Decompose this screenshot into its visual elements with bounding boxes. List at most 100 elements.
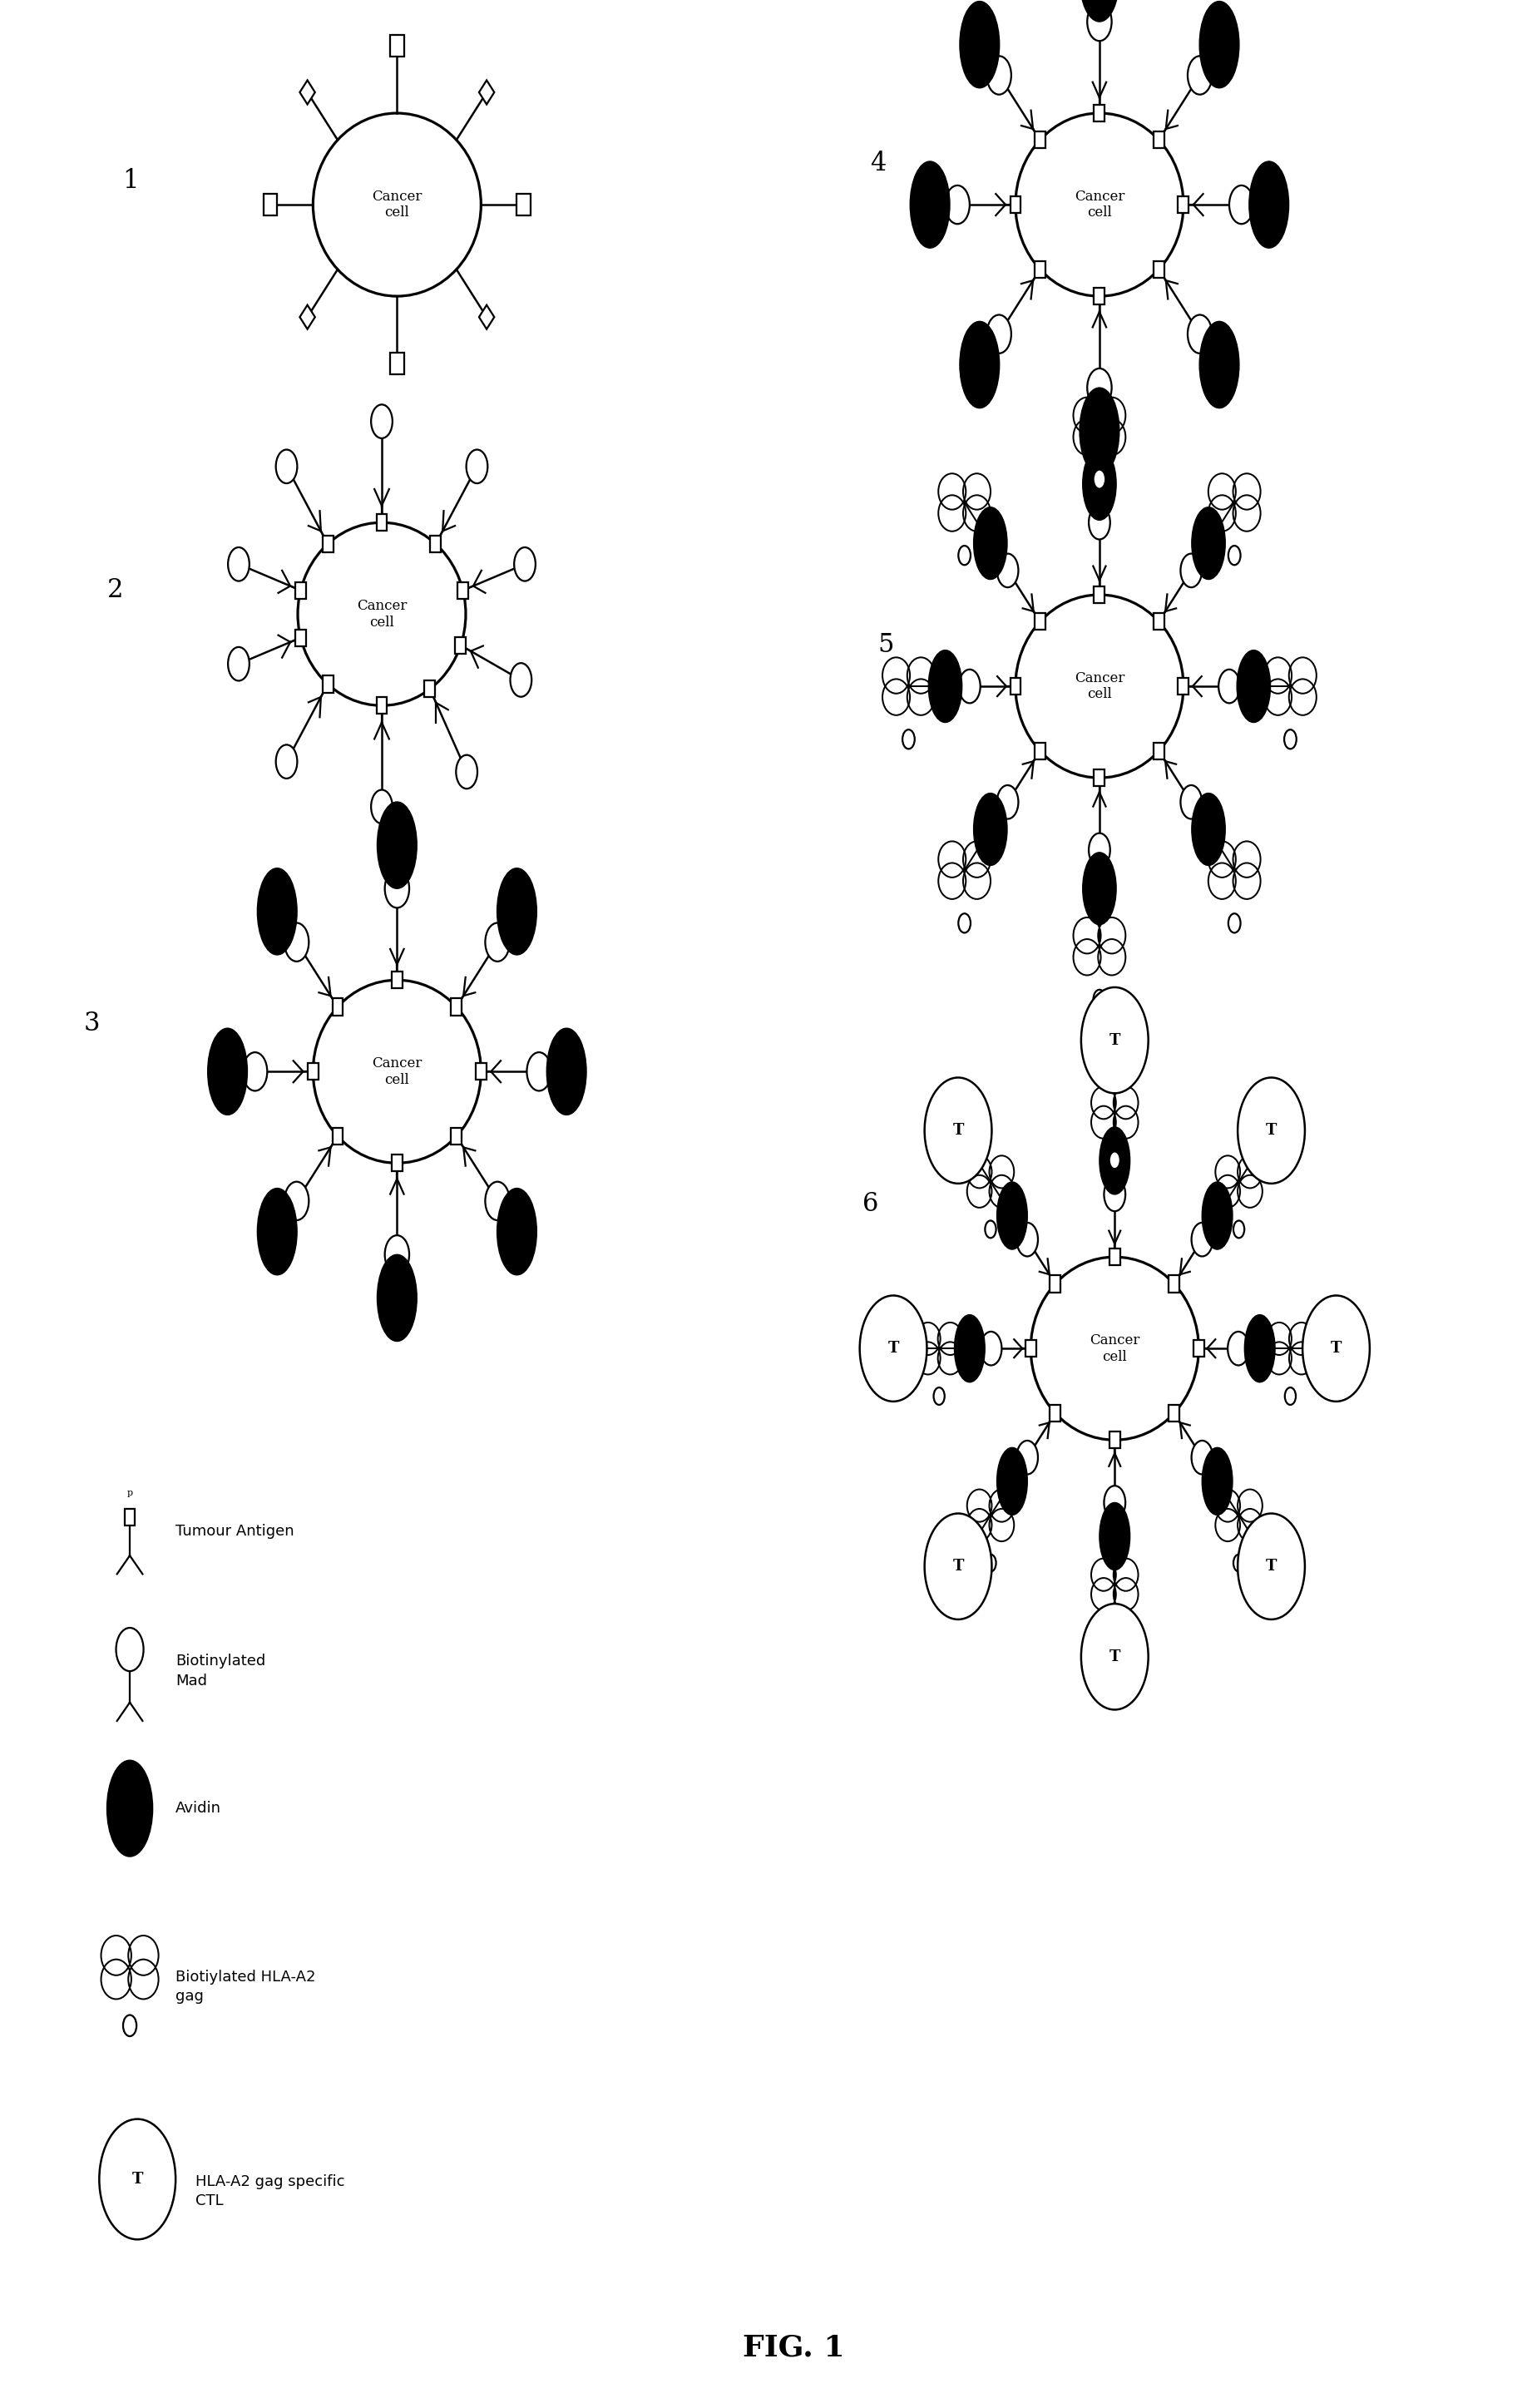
Ellipse shape [1083,448,1116,520]
Polygon shape [1011,679,1020,694]
Circle shape [486,922,510,961]
Ellipse shape [1199,320,1238,407]
Circle shape [1228,913,1240,932]
Polygon shape [1035,260,1046,277]
Circle shape [276,450,298,484]
Circle shape [933,1387,945,1404]
Text: Tumour Antigen: Tumour Antigen [176,1524,295,1539]
Text: T: T [1266,1558,1277,1575]
Polygon shape [1110,1250,1121,1267]
Polygon shape [1153,260,1164,277]
Circle shape [1303,1296,1370,1401]
Text: Biotiylated HLA-A2
gag: Biotiylated HLA-A2 gag [176,1970,316,2003]
Circle shape [243,1052,267,1091]
Circle shape [959,547,971,566]
Polygon shape [391,36,403,58]
Polygon shape [425,681,435,698]
Text: 4: 4 [870,152,886,176]
Circle shape [860,1296,927,1401]
Text: T: T [1109,1649,1121,1664]
Text: Biotinylated
Mad: Biotinylated Mad [176,1654,266,1688]
Circle shape [1087,2,1112,41]
Ellipse shape [974,792,1008,864]
Polygon shape [1095,771,1104,785]
Circle shape [1104,1486,1125,1519]
Circle shape [1234,1553,1245,1572]
Polygon shape [1095,104,1104,123]
Polygon shape [377,698,388,713]
Circle shape [997,554,1019,588]
Ellipse shape [954,1315,985,1382]
Circle shape [1229,185,1254,224]
Polygon shape [1168,1276,1179,1293]
Circle shape [371,790,392,824]
Circle shape [1104,1178,1125,1211]
Text: T: T [131,2172,144,2186]
Circle shape [1191,1223,1212,1257]
Circle shape [515,547,536,580]
Circle shape [1093,990,1106,1009]
Polygon shape [1153,742,1164,759]
Polygon shape [392,973,403,990]
Text: T: T [953,1558,964,1575]
Text: T: T [1330,1341,1342,1356]
Text: Cancer
cell: Cancer cell [1075,672,1124,701]
Ellipse shape [1099,1503,1130,1570]
Circle shape [959,669,980,703]
Circle shape [1228,547,1240,566]
Circle shape [385,1235,409,1274]
Polygon shape [450,1127,461,1144]
Circle shape [1219,669,1240,703]
Polygon shape [322,535,333,551]
Polygon shape [1194,1341,1203,1358]
Circle shape [902,730,915,749]
Ellipse shape [377,1255,417,1341]
Polygon shape [1035,614,1046,631]
Polygon shape [1153,132,1164,149]
Polygon shape [392,1156,403,1173]
Text: Cancer
cell: Cancer cell [357,600,406,628]
Circle shape [1093,470,1106,489]
Circle shape [284,922,308,961]
Ellipse shape [997,1447,1028,1515]
Circle shape [1188,315,1212,354]
Ellipse shape [107,1760,153,1857]
Polygon shape [1095,588,1104,602]
Polygon shape [476,1064,486,1079]
Ellipse shape [496,1187,536,1274]
Circle shape [99,2119,176,2239]
Polygon shape [479,306,495,330]
Circle shape [124,2015,136,2037]
Circle shape [1180,554,1202,588]
Polygon shape [479,79,495,104]
Text: Cancer
cell: Cancer cell [1090,1334,1139,1363]
Circle shape [284,1182,308,1221]
Polygon shape [299,79,315,104]
Polygon shape [450,999,461,1016]
Circle shape [1017,1440,1038,1474]
Circle shape [1017,1223,1038,1257]
Ellipse shape [1199,2,1238,89]
Polygon shape [264,195,278,217]
Ellipse shape [208,1028,247,1115]
Circle shape [527,1052,551,1091]
Polygon shape [1026,1341,1035,1358]
Polygon shape [1051,1404,1061,1421]
Circle shape [510,662,531,696]
Circle shape [945,185,970,224]
Ellipse shape [1080,0,1119,22]
Ellipse shape [258,1187,298,1274]
Circle shape [1284,1387,1296,1404]
Polygon shape [1095,289,1104,306]
Ellipse shape [974,508,1008,580]
Circle shape [371,405,392,438]
Circle shape [1089,833,1110,867]
Text: Avidin: Avidin [176,1801,221,1816]
Ellipse shape [496,869,536,956]
Polygon shape [1179,197,1190,214]
Circle shape [1089,506,1110,539]
Circle shape [1228,1332,1249,1365]
Ellipse shape [910,161,950,248]
Ellipse shape [928,650,962,722]
Ellipse shape [547,1028,586,1115]
